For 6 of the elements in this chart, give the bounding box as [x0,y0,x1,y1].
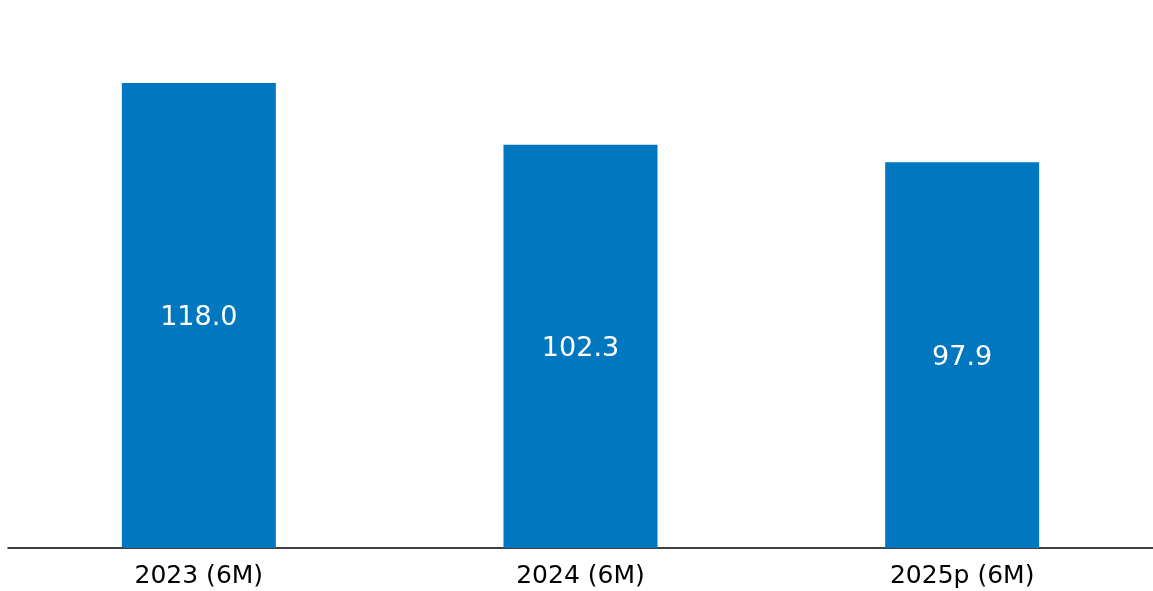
data-label: 97.9 [932,339,993,371]
data-label: 118.0 [160,300,238,331]
x-tick-label: 2024 (6M) [516,560,645,589]
x-tick-label: 2023 (6M) [134,560,264,589]
x-tick-label: 2025p (6M) [889,560,1035,589]
data-label: 102.3 [541,330,620,362]
